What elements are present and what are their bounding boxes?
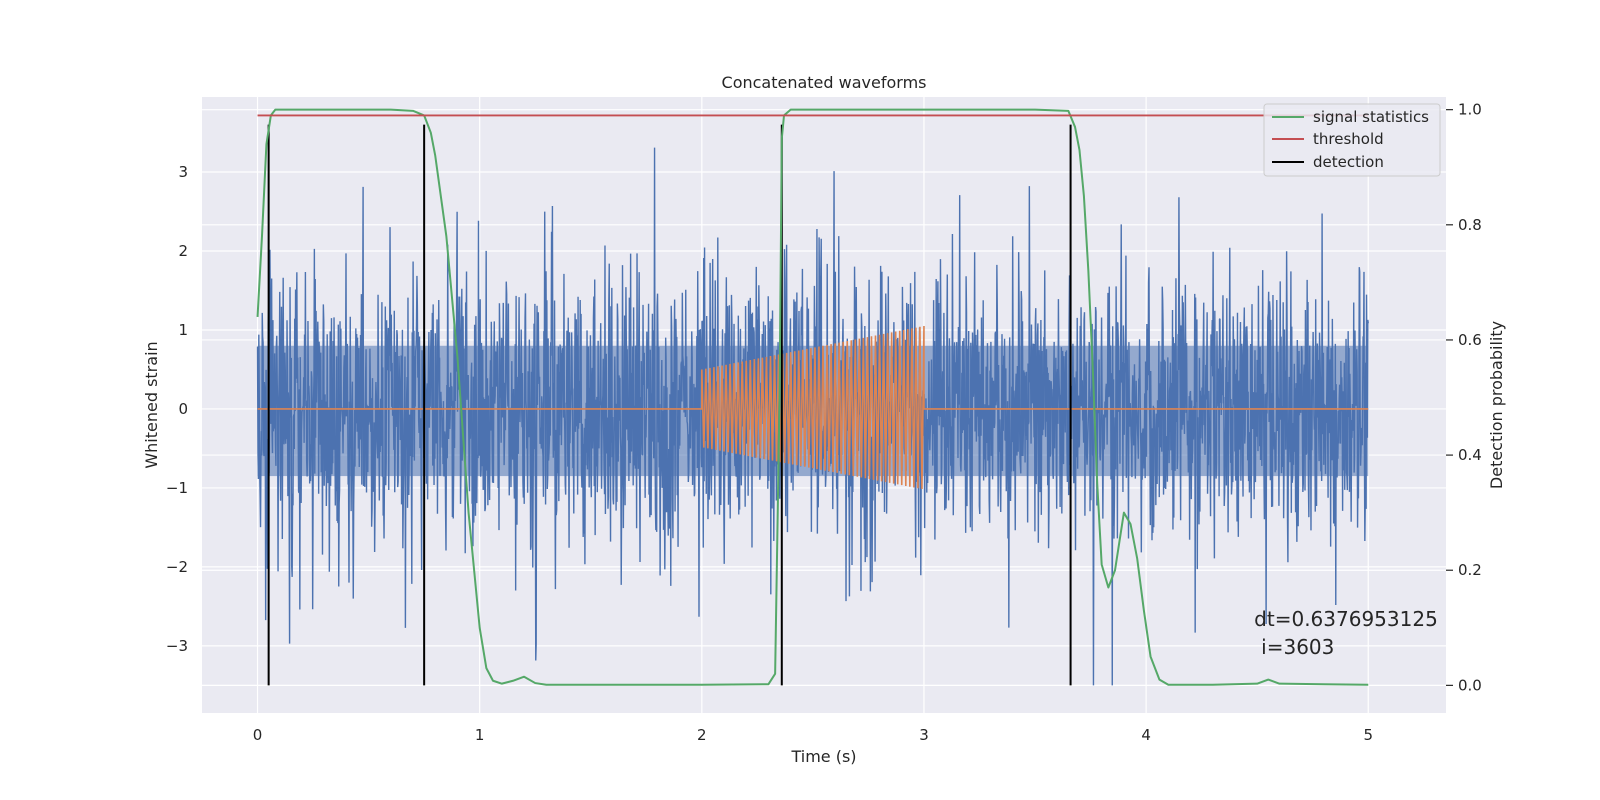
legend-box	[1263, 103, 1441, 177]
y-tick-label-2: −1	[166, 479, 188, 497]
legend-label-threshold: threshold	[1313, 130, 1384, 148]
x-tick-label-0: 0	[253, 726, 263, 744]
x-tick-label-5: 5	[1363, 726, 1373, 744]
signal-statistics-line	[256, 108, 1369, 686]
y-axis-label-left: Whitened strain	[142, 341, 161, 468]
y-right-tick-label-1: 0.2	[1458, 561, 1482, 579]
y-right-tick-label-0: 0.0	[1458, 676, 1482, 694]
x-tick-label-1: 1	[475, 726, 485, 744]
y-right-tick-label-5: 1.0	[1458, 101, 1482, 119]
y-axis-ticks-left: −3 −2 −1 0 1 2 3	[166, 163, 188, 655]
y-tick-label-6: 3	[178, 163, 188, 181]
y-right-tick-label-3: 0.6	[1458, 331, 1482, 349]
y-tick-label-1: −2	[166, 558, 188, 576]
x-tick-label-2: 2	[697, 726, 707, 744]
y-axis-ticks-right: 0.0 0.2 0.4 0.6 0.8 1.0	[1446, 101, 1482, 694]
x-axis-ticks: 0 1 2 3 4 5	[253, 726, 1373, 744]
y-right-tick-label-4: 0.8	[1458, 216, 1482, 234]
legend: signal statistics threshold detection	[1263, 103, 1441, 177]
y-tick-label-0: −3	[166, 637, 188, 655]
annotation: dt=0.6376953125 i=3603	[1254, 607, 1438, 659]
x-axis-label: Time (s)	[790, 747, 856, 766]
injected-waveform-line	[257, 326, 1369, 490]
signal-statistics-series	[256, 108, 1369, 686]
x-tick-label-4: 4	[1141, 726, 1151, 744]
annotation-index: i=3603	[1261, 635, 1334, 659]
y-axis-label-right: Detection probability	[1487, 321, 1506, 489]
injected-waveform-series	[257, 326, 1369, 490]
chart-title: Concatenated waveforms	[722, 73, 927, 92]
y-tick-label-4: 1	[178, 321, 188, 339]
x-tick-label-3: 3	[919, 726, 929, 744]
annotation-dt: dt=0.6376953125	[1254, 607, 1438, 631]
y-right-tick-label-2: 0.4	[1458, 446, 1482, 464]
y-tick-label-3: 0	[178, 400, 188, 418]
y-tick-label-5: 2	[178, 242, 188, 260]
detection-lines	[267, 124, 1072, 686]
legend-label-signal-statistics: signal statistics	[1313, 108, 1429, 126]
legend-label-detection: detection	[1313, 153, 1384, 171]
